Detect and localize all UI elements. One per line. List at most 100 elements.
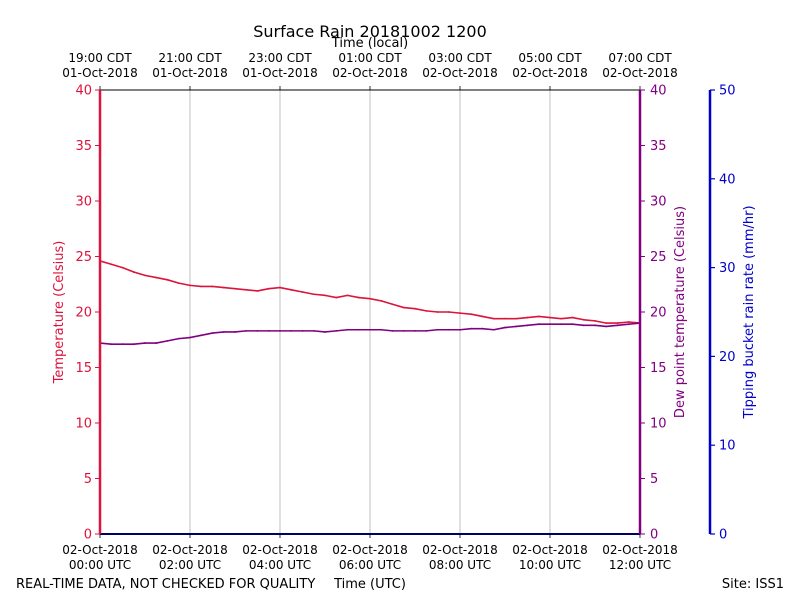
x-tick-label-local-time: 19:00 CDT bbox=[68, 51, 132, 65]
y-tick-label-left: 35 bbox=[75, 139, 92, 154]
series-point-right bbox=[459, 328, 461, 331]
y-tick-label-right: 20 bbox=[650, 306, 667, 321]
series-point-right bbox=[402, 329, 405, 332]
y-tick-label-left: 10 bbox=[75, 417, 92, 432]
series-point-right bbox=[155, 342, 158, 344]
series-point-left bbox=[582, 318, 585, 321]
x-tick-label-utc-time: 06:00 UTC bbox=[339, 558, 401, 572]
axes bbox=[98, 89, 712, 535]
y-tick-label-far-right: 50 bbox=[719, 84, 736, 99]
y-tick-label-right: 30 bbox=[650, 195, 667, 210]
series-point-right bbox=[335, 329, 338, 332]
series-point-left bbox=[256, 290, 259, 292]
y-tick-label-right: 40 bbox=[650, 84, 667, 99]
series-point-left bbox=[560, 317, 563, 320]
y-tick-label-far-right: 40 bbox=[719, 172, 736, 187]
x-tick-label-local-date: 02-Oct-2018 bbox=[332, 66, 408, 80]
y-tick-label-right: 35 bbox=[650, 139, 667, 154]
x-tick-label-local-time: 01:00 CDT bbox=[338, 51, 402, 65]
series-point-right bbox=[234, 331, 236, 333]
series-point-right bbox=[279, 329, 281, 332]
series-point-right bbox=[144, 342, 146, 344]
x-tick-label-local-time: 05:00 CDT bbox=[518, 51, 582, 65]
y-tick-label-far-right: 0 bbox=[719, 528, 727, 543]
series-point-right bbox=[436, 328, 439, 331]
series-point-left bbox=[616, 322, 619, 324]
y-tick-label-left: 25 bbox=[75, 250, 92, 265]
x-tick-label-utc-date: 02-Oct-2018 bbox=[602, 543, 678, 557]
series-point-left bbox=[369, 297, 371, 300]
series-point-left bbox=[492, 317, 495, 320]
series-point-left bbox=[549, 316, 551, 319]
y-tick-label-right: 5 bbox=[650, 472, 658, 487]
series-point-left bbox=[526, 316, 529, 319]
series-point-right bbox=[312, 329, 315, 332]
y-tick-label-far-right: 30 bbox=[719, 261, 736, 276]
series-point-left bbox=[121, 266, 124, 269]
series-point-right bbox=[425, 329, 428, 332]
x-tick-label-local-time: 07:00 CDT bbox=[608, 51, 672, 65]
x-tick-label-utc-time: 08:00 UTC bbox=[429, 558, 491, 572]
x-tick-label-utc-date: 02-Oct-2018 bbox=[152, 543, 228, 557]
series-point-left bbox=[144, 274, 146, 277]
y-tick-label-far-right: 20 bbox=[719, 350, 736, 365]
axis-labels: Surface Rain 20181002 1200 Time (local) … bbox=[16, 22, 784, 592]
y-tick-label-left: 20 bbox=[75, 306, 92, 321]
series-point-left bbox=[391, 303, 394, 306]
x-tick-label-utc-date: 02-Oct-2018 bbox=[512, 543, 588, 557]
x-tick-label-utc-date: 02-Oct-2018 bbox=[62, 543, 138, 557]
series-point-right bbox=[481, 327, 484, 330]
series-point-left bbox=[459, 312, 461, 315]
series-point-right bbox=[380, 328, 383, 331]
series-point-right bbox=[605, 325, 608, 328]
x-tick-label-local-time: 21:00 CDT bbox=[158, 51, 222, 65]
series-point-left bbox=[504, 317, 506, 320]
series-point-right bbox=[290, 329, 293, 332]
x-tick-label-local-date: 02-Oct-2018 bbox=[422, 66, 498, 80]
x-axis-label: Time (UTC) bbox=[333, 577, 406, 592]
series-point-right bbox=[222, 331, 225, 333]
series-point-right bbox=[582, 324, 585, 327]
x-tick-label-local-date: 01-Oct-2018 bbox=[152, 66, 228, 80]
series-point-left bbox=[335, 296, 338, 299]
x-tick-label-utc-date: 02-Oct-2018 bbox=[242, 543, 318, 557]
series-point-left bbox=[627, 321, 630, 323]
y-tick-label-right: 0 bbox=[650, 528, 658, 543]
tick-marks bbox=[95, 86, 715, 538]
series-point-left bbox=[346, 294, 349, 297]
y-tick-label-right: 25 bbox=[650, 250, 667, 265]
y-tick-label-left: 15 bbox=[75, 361, 92, 376]
series-point-left bbox=[571, 316, 574, 319]
series-point-right bbox=[447, 328, 450, 331]
series-point-right bbox=[369, 328, 371, 331]
series-point-left bbox=[594, 319, 596, 322]
series-point-right bbox=[211, 332, 214, 334]
series-point-right bbox=[357, 328, 360, 331]
series-point-right bbox=[470, 327, 473, 330]
series-point-left bbox=[279, 286, 281, 289]
x-tick-label-utc-date: 02-Oct-2018 bbox=[422, 543, 498, 557]
series-point-right bbox=[594, 324, 596, 327]
series-point-right bbox=[627, 323, 630, 326]
series-point-left bbox=[110, 263, 113, 266]
series-point-left bbox=[481, 315, 484, 318]
series-point-left bbox=[234, 287, 236, 290]
series-point-right bbox=[121, 343, 124, 346]
series-point-right bbox=[616, 324, 619, 327]
x-tick-label-utc-time: 00:00 UTC bbox=[69, 558, 131, 572]
x-tick-label-local-date: 01-Oct-2018 bbox=[242, 66, 318, 80]
x-tick-label-utc-time: 02:00 UTC bbox=[159, 558, 221, 572]
series-point-left bbox=[515, 317, 518, 320]
series-point-right bbox=[492, 328, 495, 331]
series-point-left bbox=[414, 307, 416, 310]
series-point-right bbox=[537, 323, 540, 326]
series-point-left bbox=[402, 306, 405, 309]
series-point-right bbox=[526, 324, 529, 327]
top-axis-label: Time (local) bbox=[331, 36, 408, 51]
series-point-left bbox=[447, 311, 450, 313]
x-tick-label-utc-time: 12:00 UTC bbox=[609, 558, 671, 572]
x-tick-label-local-time: 03:00 CDT bbox=[428, 51, 492, 65]
series-point-right bbox=[571, 323, 574, 326]
series-point-right bbox=[177, 337, 180, 340]
